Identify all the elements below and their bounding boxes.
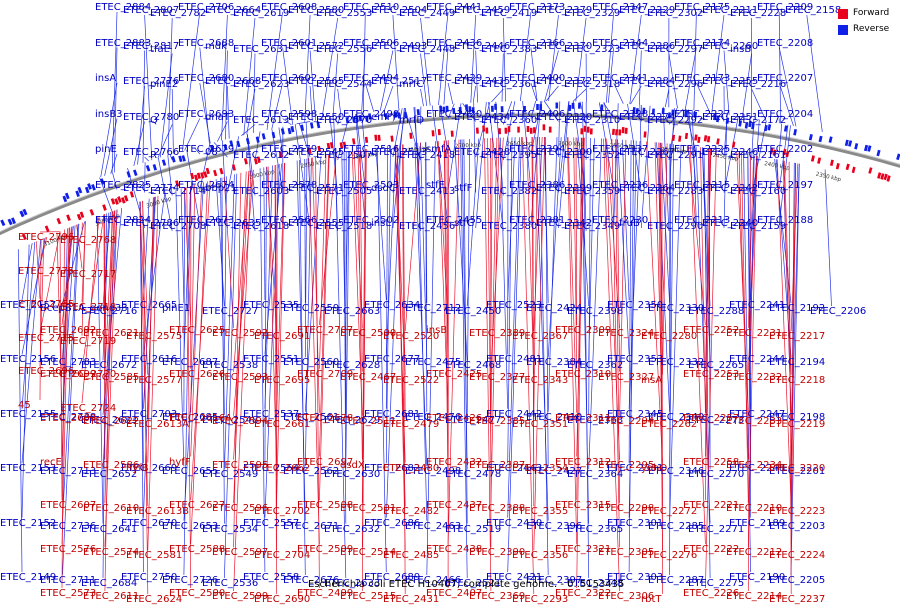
gene-label: tfaE [150, 44, 170, 55]
gene-label: ETEC_2197 [757, 180, 813, 191]
gene-label: ETEC_2158 [785, 5, 841, 16]
gene-label: fruB [619, 218, 640, 229]
gene-label: insB [426, 325, 447, 336]
gene-label: ETEC_2203 [769, 521, 825, 532]
gene-label: 08 [205, 147, 218, 158]
gene-label: pinE2 [150, 79, 178, 90]
gene-label: dsdX [340, 460, 365, 471]
gene-label: ETEC_2194 [769, 357, 825, 368]
gene-label: recE [40, 457, 62, 468]
gene-label: ETEC_2718 [60, 302, 116, 313]
gene-label: insA [95, 73, 116, 84]
gene-label: smfA [426, 144, 451, 155]
gene-label: ETEC_2208 [757, 38, 813, 49]
gene-label: ETEC_2204 [757, 109, 813, 120]
map-caption: Escherichia coli ETEC H10407, complete g… [308, 579, 624, 590]
forward-swatch [838, 9, 848, 19]
gene-label: mdk [205, 41, 227, 52]
gene-label: ETEC_2202 [757, 144, 813, 155]
legend-reverse-label: Reverse [853, 24, 889, 35]
gene-label: stfE [426, 180, 445, 191]
legend-item-reverse: Reverse [838, 24, 889, 35]
gene-label: mrfC [399, 79, 423, 90]
gene-label: ETEC_2205 [769, 575, 825, 586]
gene-label: ETEC_2717 [60, 269, 116, 280]
gene-label: R [150, 150, 157, 161]
gene-label: ETEC_2220 [769, 463, 825, 474]
gene-label: 45 [18, 400, 31, 411]
gene-label: ETEC_2188 [757, 215, 813, 226]
legend: Forward Reverse [838, 8, 889, 40]
gene-label: dnaT [205, 112, 230, 123]
legend-item-forward: Forward [838, 8, 889, 19]
reverse-swatch [838, 25, 848, 35]
gene-label: ETEC_2206 [810, 306, 866, 317]
gene-label: ETEC_2207 [757, 73, 813, 84]
gene-label: dsdC [371, 183, 396, 194]
gene-label: ETEC_2224 [769, 550, 825, 561]
gene-label: insB3 [95, 109, 123, 120]
gene-label: insA [641, 375, 662, 386]
gene-label: bbp21 [205, 183, 237, 194]
gene-label: yohO [641, 463, 667, 474]
gene-label: hyfF [169, 457, 191, 468]
gene-label: ETEC_2768 [60, 235, 116, 246]
gene-label: hyfB [126, 463, 149, 474]
legend-forward-label: Forward [853, 8, 889, 19]
gene-label: stfG [454, 218, 474, 229]
gene-label: insB [730, 44, 751, 55]
gene-label: ETEC_2217 [769, 331, 825, 342]
gene-label: ETEC_2218 [769, 375, 825, 386]
gene-label: pinE1 [162, 303, 190, 314]
gene-label: stfF [454, 183, 472, 194]
gene-label: emrY [371, 112, 397, 123]
gene-label: insL [371, 218, 391, 229]
gene-label: mrfD [399, 115, 424, 126]
gene-label: Q [150, 115, 158, 126]
gene-label: ETEC_2223 [769, 506, 825, 517]
gene-label: ETEC_2219 [769, 419, 825, 430]
gene-label: pinE [95, 144, 117, 155]
